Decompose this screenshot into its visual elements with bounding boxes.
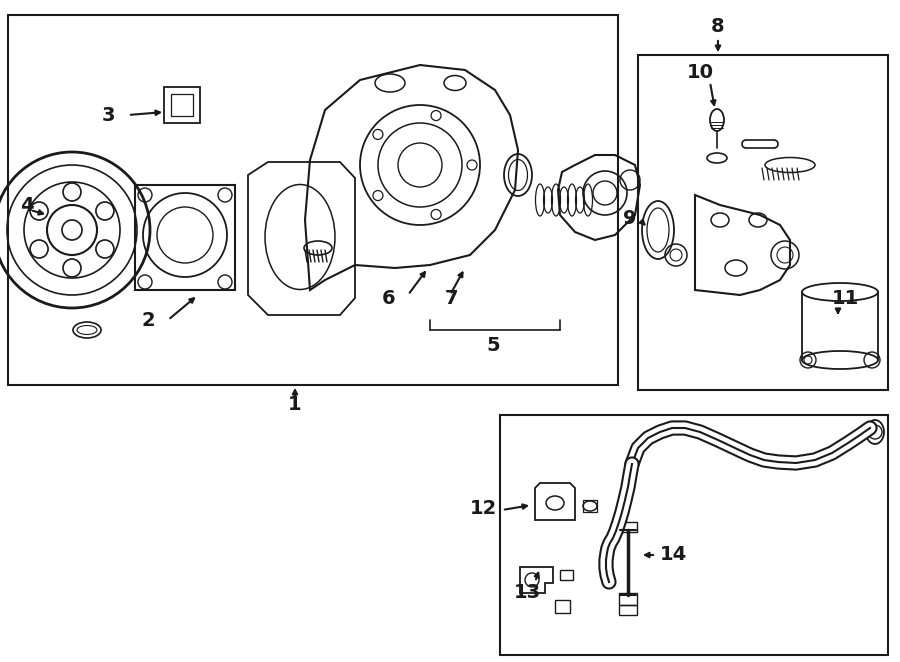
Bar (8, 15, 618, 385)
Text: 4: 4 (20, 195, 33, 214)
Text: 13: 13 (513, 583, 541, 602)
Text: 9: 9 (624, 209, 637, 228)
Text: 11: 11 (832, 289, 860, 308)
Text: 12: 12 (470, 498, 497, 518)
Text: 5: 5 (486, 336, 500, 354)
Bar (638, 55, 888, 390)
Circle shape (868, 425, 882, 439)
Bar (560, 570, 573, 580)
Bar (164, 87, 200, 123)
Text: 2: 2 (141, 310, 155, 330)
Text: 1: 1 (288, 395, 302, 414)
Text: 6: 6 (382, 289, 395, 308)
Bar (619, 522, 637, 532)
Bar (0, 145, 72, 325)
Bar (583, 500, 597, 512)
Bar (171, 94, 193, 116)
Text: 3: 3 (102, 105, 115, 124)
Bar (619, 593, 637, 605)
Text: 8: 8 (711, 17, 724, 36)
Text: 7: 7 (445, 289, 458, 308)
Text: 14: 14 (660, 545, 688, 565)
Text: 10: 10 (687, 62, 714, 81)
Bar (500, 415, 888, 655)
Bar (619, 605, 637, 615)
